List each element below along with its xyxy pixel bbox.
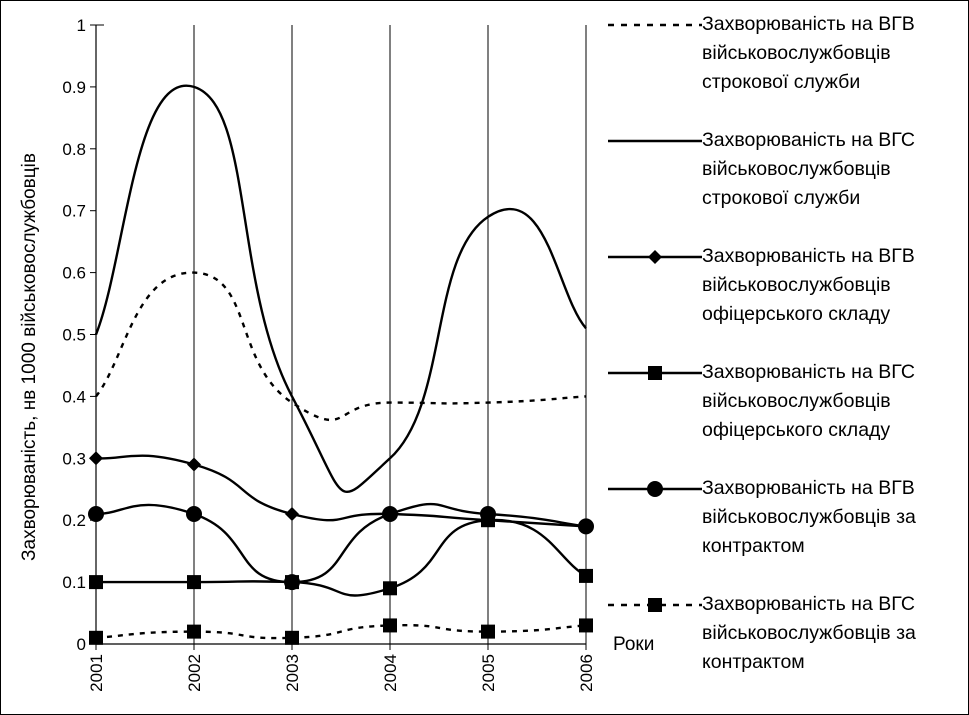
x-tick-label: 2002 bbox=[185, 654, 204, 692]
series-line-6 bbox=[95, 623, 587, 640]
legend-swatch bbox=[608, 250, 702, 264]
x-tick-labels: 2001 2002 2003 2004 2005 2006 bbox=[87, 654, 596, 692]
legend-label: Захворюваність на ВГС військовослужбовці… bbox=[702, 129, 915, 209]
data-point-series-5 bbox=[186, 506, 202, 523]
grid-lines bbox=[95, 25, 587, 644]
series-line-5 bbox=[95, 502, 587, 584]
data-point-series-5 bbox=[578, 518, 594, 535]
data-point-series-6 bbox=[89, 630, 103, 645]
data-point-series-6 bbox=[481, 624, 495, 639]
y-tick-label: 0.2 bbox=[62, 511, 86, 530]
legend-item: Захворюваність на ВГВ військовослужбовці… bbox=[606, 242, 966, 358]
data-point-series-6 bbox=[383, 618, 397, 633]
data-point-series-3 bbox=[187, 457, 201, 472]
x-tick-label: 2001 bbox=[87, 654, 106, 692]
data-point-series-5 bbox=[284, 574, 300, 591]
data-point-series-3 bbox=[285, 507, 299, 522]
y-tick-label: 0.5 bbox=[62, 326, 86, 345]
series-lines bbox=[94, 84, 587, 640]
legend-label: Захворюваність на ВГВ військовослужбовці… bbox=[702, 477, 916, 557]
legend-marker bbox=[648, 250, 662, 264]
x-tick-label: 2004 bbox=[381, 654, 400, 692]
data-point-series-6 bbox=[285, 630, 299, 645]
legend-marker bbox=[648, 598, 662, 612]
legend-marker bbox=[648, 366, 662, 380]
legend-swatch bbox=[608, 139, 702, 143]
legend: Захворюваність на ВГВ військовослужбовці… bbox=[606, 10, 966, 706]
y-tick-label: 0.3 bbox=[62, 449, 86, 468]
series-markers bbox=[88, 451, 594, 645]
legend-item: Захворюваність на ВГС військовослужбовці… bbox=[606, 126, 966, 242]
legend-label: Захворюваність на ВГС військовослужбовці… bbox=[702, 361, 915, 441]
axes bbox=[90, 24, 587, 650]
data-point-series-4 bbox=[89, 575, 103, 590]
y-tick-label: 1 bbox=[77, 16, 86, 35]
legend-label: Захворюваність на ВГС військовослужбовці… bbox=[702, 593, 916, 673]
x-tick-label: 2003 bbox=[283, 654, 302, 692]
y-axis-label: Захворюваність, нв 1000 військовослужбов… bbox=[19, 153, 40, 561]
legend-marker bbox=[647, 481, 663, 497]
data-point-series-6 bbox=[187, 624, 201, 639]
y-tick-label: 0.7 bbox=[62, 202, 86, 221]
legend-swatch bbox=[608, 366, 702, 380]
data-point-series-4 bbox=[187, 575, 201, 590]
y-tick-label: 0 bbox=[77, 635, 86, 654]
data-point-series-6 bbox=[579, 618, 593, 633]
legend-item: Захворюваність на ВГВ військовослужбовці… bbox=[606, 474, 966, 590]
data-point-series-4 bbox=[383, 581, 397, 596]
y-tick-label: 0.8 bbox=[62, 140, 86, 159]
legend-label: Захворюваність на ВГВ військовослужбовці… bbox=[702, 13, 915, 93]
y-tick-label: 0.9 bbox=[62, 78, 86, 97]
data-point-series-3 bbox=[89, 451, 103, 466]
x-tick-label: 2005 bbox=[479, 654, 498, 692]
y-tick-label: 0.4 bbox=[62, 387, 86, 406]
legend-item: Захворюваність на ВГС військовослужбовці… bbox=[606, 590, 966, 706]
data-point-series-5 bbox=[382, 506, 398, 523]
y-tick-label: 0.6 bbox=[62, 264, 86, 283]
data-point-series-4 bbox=[579, 568, 593, 583]
legend-swatch bbox=[608, 481, 702, 497]
legend-item: Захворюваність на ВГВ військовослужбовці… bbox=[606, 10, 966, 126]
series-line-2 bbox=[94, 84, 587, 493]
legend-swatch bbox=[608, 23, 702, 27]
y-tick-label: 0.1 bbox=[62, 573, 86, 592]
y-tick-labels: 0 0.1 0.2 0.3 0.4 0.5 0.6 0.7 0.8 0.9 1 bbox=[62, 16, 86, 654]
legend-swatch bbox=[608, 598, 702, 612]
legend-item: Захворюваність на ВГС військовослужбовці… bbox=[606, 358, 966, 474]
data-point-series-5 bbox=[88, 506, 104, 523]
data-point-series-5 bbox=[480, 506, 496, 523]
x-tick-label: 2006 bbox=[577, 654, 596, 692]
series-line-1 bbox=[95, 271, 587, 422]
legend-label: Захворюваність на ВГВ військовослужбовці… bbox=[702, 245, 915, 325]
x-axis-label: Роки bbox=[613, 634, 655, 655]
